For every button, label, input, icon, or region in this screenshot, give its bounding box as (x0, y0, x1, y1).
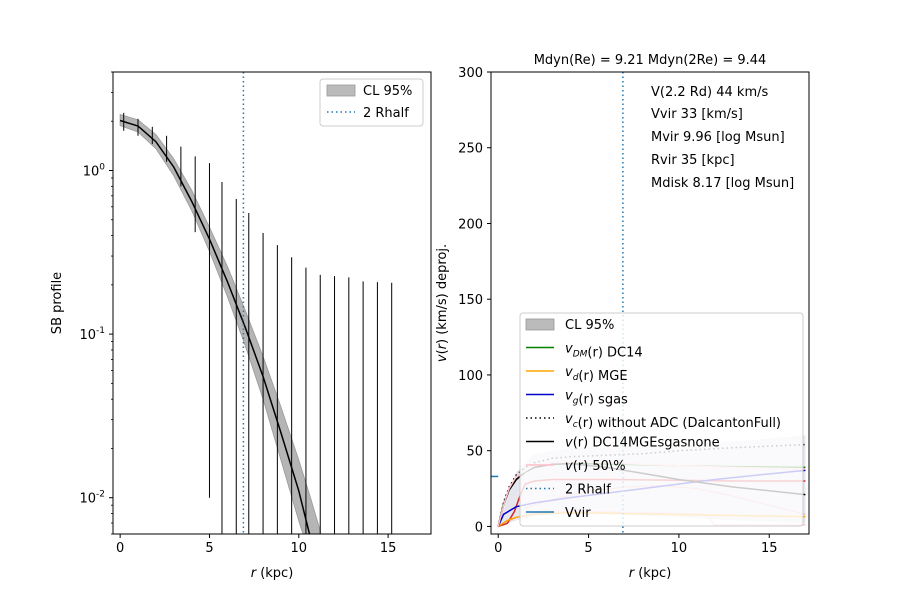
rc-y-axis-label: v(r) (km/s) deproj. (435, 244, 450, 362)
sb-legend-rhalf-label: 2 Rhalf (363, 106, 409, 121)
rc-title: Mdyn(Re) = 9.21 Mdyn(2Re) = 9.44 (534, 53, 767, 68)
rc-x-tick-label-15: 15 (761, 541, 778, 556)
rc-annotation-vvir: Vvir 33 [km/s] (651, 107, 743, 122)
sb-x-tick-label-15: 15 (380, 541, 397, 556)
sb-legend: CL 95% 2 Rhalf (319, 78, 424, 127)
sb-model-line (119, 119, 311, 534)
sb-y-ticks: 10-2 10-1 100 (79, 71, 113, 535)
sb-legend-cl95-label: CL 95% (363, 84, 412, 99)
sb-x-ticks: 0 5 10 15 (116, 534, 396, 556)
sb-legend-cl95-swatch (326, 84, 356, 97)
sb-errorbars (123, 112, 393, 534)
sb-x-tick-label-10: 10 (291, 541, 308, 556)
sb-axes-frame (112, 71, 432, 535)
rc-y-tick-label-300: 300 (458, 66, 483, 81)
sb-cl95-band (119, 113, 321, 534)
rc-y-tick-label-100: 100 (458, 369, 483, 384)
rc-axes-frame (490, 71, 810, 535)
sb-x-tick-label-0: 0 (116, 541, 124, 556)
rc-legend-label-8: Vvir (565, 506, 591, 521)
rc-annotation-mdisk: Mdisk 8.17 [log Msun] (651, 176, 794, 191)
rc-x-tick-label-5: 5 (584, 541, 592, 556)
rc-legend-label-1: vDM(r) DC14 (565, 342, 643, 361)
sb-x-tick-label-5: 5 (205, 541, 213, 556)
sb-x-axis-label: r (kpc) (251, 566, 294, 581)
rc-legend: CL 95% vDM(r) DC14 vd(r) MGE vg(r) sgas vc(r… (519, 312, 804, 527)
rc-legend-label-7: 2 Rhalf (565, 483, 611, 498)
rc-x-tick-label-10: 10 (671, 541, 688, 556)
rc-y-tick-label-50: 50 (466, 445, 483, 460)
rc-y-tick-label-0: 0 (475, 520, 483, 535)
rc-x-tick-label-0: 0 (494, 541, 502, 556)
rc-legend-label-2: vd(r) MGE (565, 365, 628, 384)
rc-x-axis-label: r (kpc) (629, 566, 672, 581)
rc-legend-label-6: v(r) 50\% (565, 459, 626, 474)
rotation-curve-panel: 0 5 10 15 0 50 100 150 200 250 300 Mdyn(Re) = 9.2… (435, 53, 810, 581)
rc-x-ticks: 0 5 10 15 (494, 534, 778, 556)
sb-cl95-band-group (119, 113, 321, 534)
rc-y-ticks: 0 50 100 150 200 250 300 (458, 66, 491, 535)
rc-y-tick-label-250: 250 (458, 142, 483, 157)
sb-model-group (119, 119, 311, 534)
sb-profile-panel: 0 5 10 15 10-2 10-1 100 r (kpc) SB profile CL… (50, 71, 432, 581)
rc-annotations: V(2.2 Rd) 44 km/s Vvir 33 [km/s] Mvir 9.… (651, 85, 794, 191)
rc-y-tick-label-200: 200 (458, 217, 483, 232)
rc-legend-label-5: v(r) DC14MGEsgasnone (565, 436, 720, 451)
rc-annotation-rvir: Rvir 35 [kpc] (651, 153, 735, 168)
rc-annotation-v22rd: V(2.2 Rd) 44 km/s (651, 85, 769, 100)
rc-legend-label-3: vg(r) sgas (565, 389, 628, 408)
rc-annotation-mvir: Mvir 9.96 [log Msun] (651, 130, 785, 145)
rc-y-tick-label-150: 150 (458, 293, 483, 308)
rc-legend-swatch-0 (525, 318, 555, 331)
rc-legend-box (519, 312, 804, 527)
rc-legend-label-4: vc(r) without ADC (DalcantonFull) (565, 412, 781, 431)
sb-y-tick-label-0: 100 (83, 162, 106, 179)
sb-y-tick-label--2: 10-2 (79, 490, 105, 507)
sb-y-tick-label--1: 10-1 (79, 326, 105, 343)
rc-reference-lines (491, 72, 624, 534)
sb-y-axis-label: SB profile (50, 272, 65, 334)
rc-legend-label-0: CL 95% (565, 318, 614, 333)
